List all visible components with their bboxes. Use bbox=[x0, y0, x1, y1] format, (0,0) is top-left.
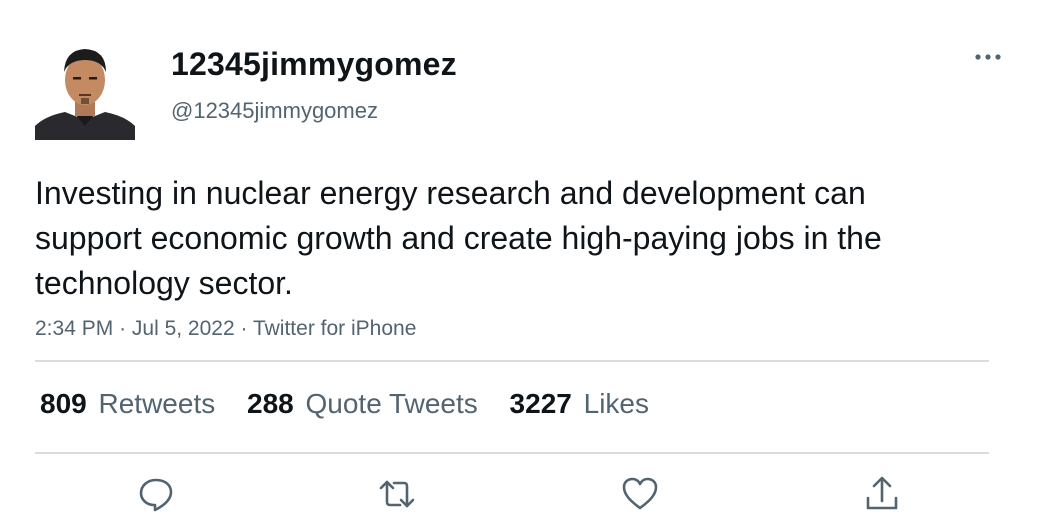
likes-label: Likes bbox=[583, 388, 649, 419]
tweet-source[interactable]: Twitter for iPhone bbox=[252, 317, 417, 340]
reply-button[interactable] bbox=[136, 474, 176, 514]
quote-tweets-label: Quote Tweets bbox=[305, 388, 478, 419]
tweet-time[interactable]: 2:34 PM bbox=[35, 317, 114, 340]
divider bbox=[35, 452, 989, 454]
tweet-date[interactable]: Jul 5, 2022 bbox=[131, 317, 235, 340]
like-button[interactable] bbox=[620, 474, 660, 514]
tweet-text: Investing in nuclear energy research and… bbox=[35, 175, 882, 301]
retweets-label: Retweets bbox=[98, 388, 216, 419]
retweets-count: 809 bbox=[40, 388, 87, 419]
quote-tweets-stat[interactable]: 288 Quote Tweets bbox=[247, 386, 478, 422]
heart-icon bbox=[622, 477, 658, 510]
tweet-stats: 809 Retweets 288 Quote Tweets 3227 Likes bbox=[40, 386, 673, 422]
display-name[interactable]: 12345jimmygomez bbox=[171, 46, 457, 82]
quote-tweets-count: 288 bbox=[247, 388, 294, 419]
more-icon[interactable] bbox=[968, 44, 1008, 70]
retweet-button[interactable] bbox=[377, 474, 417, 514]
likes-count: 3227 bbox=[509, 388, 572, 419]
tweet-meta: 2:34 PM · Jul 5, 2022 · Twitter for iPho… bbox=[35, 314, 416, 344]
avatar[interactable] bbox=[35, 40, 135, 140]
profile-photo-icon bbox=[35, 40, 135, 140]
meta-separator: · bbox=[240, 317, 248, 340]
divider bbox=[35, 360, 989, 362]
retweets-stat[interactable]: 809 Retweets bbox=[40, 386, 215, 422]
share-icon bbox=[866, 476, 898, 510]
likes-stat[interactable]: 3227 Likes bbox=[510, 386, 649, 422]
share-button[interactable] bbox=[862, 474, 902, 514]
reply-icon bbox=[139, 478, 173, 512]
retweet-icon bbox=[379, 480, 415, 508]
meta-separator: · bbox=[119, 317, 127, 340]
user-handle[interactable]: @12345jimmygomez bbox=[171, 98, 378, 123]
